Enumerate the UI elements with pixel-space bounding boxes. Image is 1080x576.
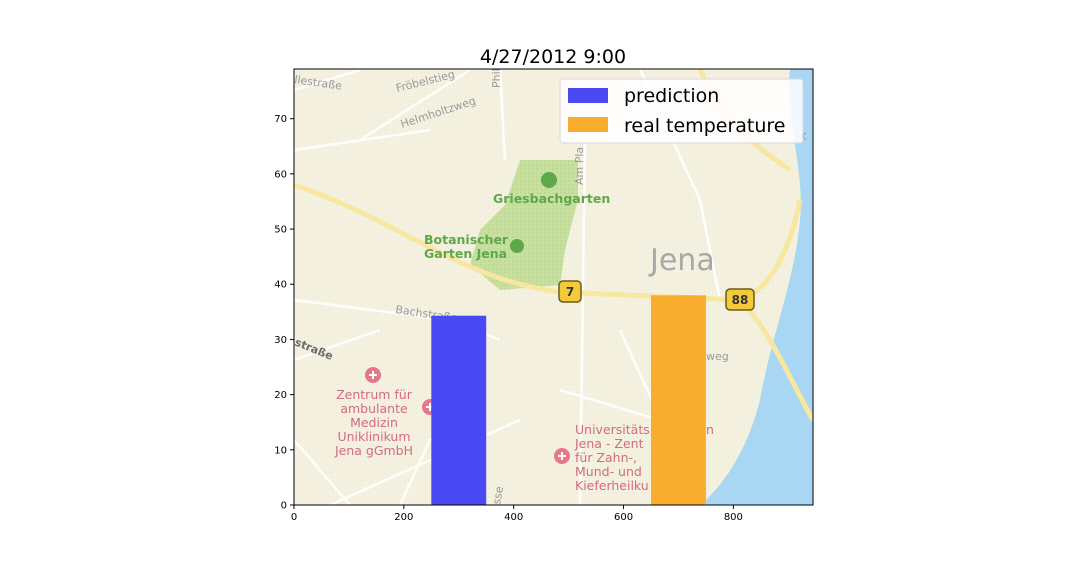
- legend-swatch-prediction: [568, 88, 608, 103]
- map-label: Am Pla: [573, 147, 586, 185]
- y-tick-label: 60: [274, 169, 287, 180]
- y-tick-label: 10: [274, 445, 287, 456]
- legend: prediction real temperature: [559, 78, 804, 144]
- svg-text:88: 88: [732, 293, 749, 307]
- map-label: Jena - Zent: [574, 436, 644, 451]
- map-label: Mund- und: [575, 464, 642, 479]
- legend-box: [559, 78, 804, 144]
- y-tick-label: 20: [274, 390, 287, 401]
- map-label: Uniklinikum: [337, 429, 410, 444]
- map-label: Garten Jena: [424, 246, 507, 261]
- map-label: Zentrum für: [336, 387, 413, 402]
- map-label: Kieferheilku: [575, 478, 649, 493]
- map-label: Phil: [490, 68, 503, 88]
- y-tick-label: 70: [274, 114, 287, 125]
- city-label: Jena: [648, 243, 715, 278]
- map-label: n: [706, 422, 714, 437]
- x-tick-label: 0: [291, 512, 297, 523]
- road-shield-88: 88: [725, 288, 755, 311]
- x-tick-label: 800: [724, 512, 743, 523]
- map-label: Universitäts: [575, 422, 650, 437]
- x-tick-label: 600: [614, 512, 633, 523]
- svg-text:7: 7: [566, 285, 574, 299]
- chart-title: 4/27/2012 9:00: [480, 46, 626, 68]
- map-label: Jena gGmbH: [334, 443, 413, 458]
- x-axis: 0 200 400 600 800: [291, 505, 743, 523]
- map-label: Griesbachgarten: [493, 191, 610, 206]
- river: [700, 69, 813, 505]
- bar-real-temperature: [650, 295, 706, 505]
- legend-swatch-real-temperature: [568, 117, 608, 132]
- y-axis: 0 10 20 30 40 50 60 70: [274, 114, 294, 512]
- x-tick-label: 400: [504, 512, 523, 523]
- map-label: ambulante: [340, 401, 408, 416]
- map-label: für Zahn-,: [575, 450, 637, 465]
- bars: [431, 295, 706, 505]
- legend-label-prediction: prediction: [624, 85, 719, 107]
- park-marker-icon: [541, 172, 557, 188]
- map-label: Botanischer: [424, 232, 509, 247]
- y-tick-label: 40: [274, 280, 287, 291]
- park-area: [470, 160, 578, 290]
- bar-prediction: [431, 315, 487, 505]
- hospital-marker-icon: [554, 448, 570, 464]
- map-label: weg: [706, 350, 729, 363]
- road-shield-7: 7: [558, 280, 582, 303]
- y-tick-label: 50: [274, 225, 287, 236]
- y-tick-label: 0: [281, 501, 287, 512]
- map-label: Medizin: [350, 415, 398, 430]
- y-tick-label: 30: [274, 335, 287, 346]
- map-label: sse: [490, 485, 506, 505]
- x-tick-label: 200: [394, 512, 413, 523]
- garden-marker-icon: [510, 239, 524, 253]
- hospital-marker-icon: [365, 367, 381, 383]
- legend-label-real-temperature: real temperature: [624, 115, 785, 137]
- axes-frame: [293, 68, 814, 506]
